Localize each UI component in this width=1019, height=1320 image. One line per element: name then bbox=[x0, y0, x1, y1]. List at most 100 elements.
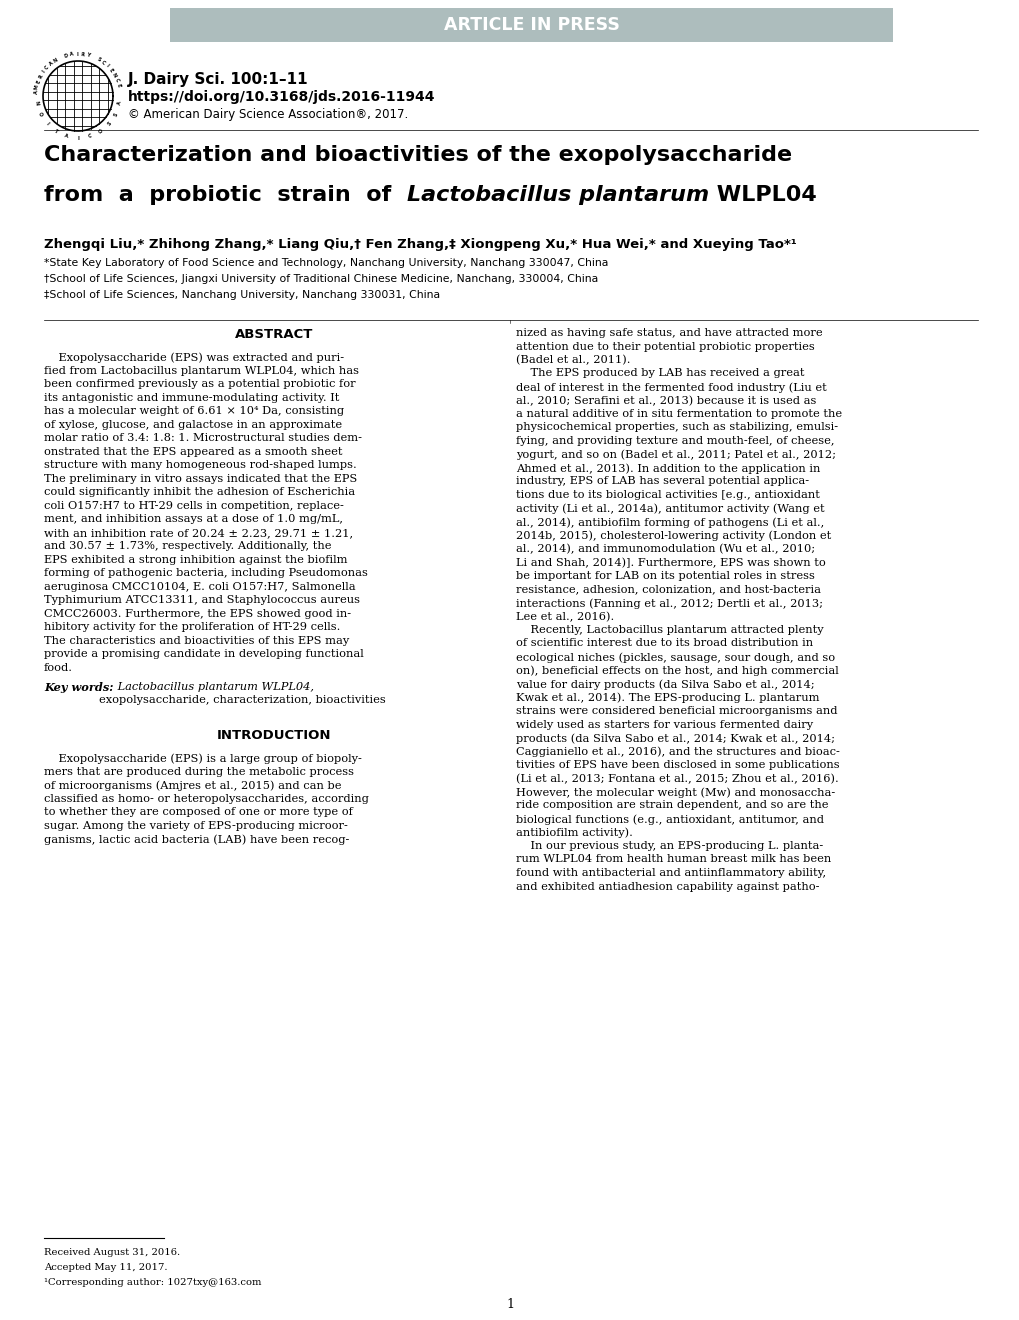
Text: and exhibited antiadhesion capability against patho-: and exhibited antiadhesion capability ag… bbox=[516, 882, 818, 891]
Text: coli O157:H7 to HT-29 cells in competition, replace-: coli O157:H7 to HT-29 cells in competiti… bbox=[44, 500, 343, 511]
Text: found with antibacterial and antiinflammatory ability,: found with antibacterial and antiinflamm… bbox=[516, 869, 825, 878]
Text: A: A bbox=[64, 133, 69, 140]
Text: biological functions (e.g., antioxidant, antitumor, and: biological functions (e.g., antioxidant,… bbox=[516, 814, 823, 825]
Text: exopolysaccharide, characterization, bioactivities: exopolysaccharide, characterization, bio… bbox=[99, 696, 385, 705]
Text: C: C bbox=[87, 133, 92, 139]
Text: Zhengqi Liu,* Zhihong Zhang,* Liang Qiu,† Fen Zhang,‡ Xiongpeng Xu,* Hua Wei,* a: Zhengqi Liu,* Zhihong Zhang,* Liang Qiu,… bbox=[44, 238, 796, 251]
Text: Received August 31, 2016.: Received August 31, 2016. bbox=[44, 1247, 180, 1257]
Text: widely used as starters for various fermented dairy: widely used as starters for various ferm… bbox=[516, 719, 812, 730]
Text: Characterization and bioactivities of the exopolysaccharide: Characterization and bioactivities of th… bbox=[44, 145, 792, 165]
Text: resistance, adhesion, colonization, and host-bacteria: resistance, adhesion, colonization, and … bbox=[516, 585, 820, 594]
Text: S: S bbox=[113, 112, 118, 117]
Text: Y: Y bbox=[86, 53, 91, 58]
Text: of scientific interest due to its broad distribution in: of scientific interest due to its broad … bbox=[516, 639, 812, 648]
Text: a natural additive of in situ fermentation to promote the: a natural additive of in situ fermentati… bbox=[516, 409, 842, 418]
Text: interactions (Fanning et al., 2012; Dertli et al., 2013;: interactions (Fanning et al., 2012; Dert… bbox=[516, 598, 822, 609]
Text: ABSTRACT: ABSTRACT bbox=[234, 327, 313, 341]
Text: Ahmed et al., 2013). In addition to the application in: Ahmed et al., 2013). In addition to the … bbox=[516, 463, 819, 474]
Text: ment, and inhibition assays at a dose of 1.0 mg/mL,: ment, and inhibition assays at a dose of… bbox=[44, 515, 342, 524]
Text: classified as homo- or heteropolysaccharides, according: classified as homo- or heteropolysacchar… bbox=[44, 793, 369, 804]
Text: be important for LAB on its potential roles in stress: be important for LAB on its potential ro… bbox=[516, 572, 814, 581]
Text: E: E bbox=[108, 67, 114, 73]
Text: and 30.57 ± 1.73%, respectively. Additionally, the: and 30.57 ± 1.73%, respectively. Additio… bbox=[44, 541, 331, 552]
Text: Lactobacillus plantarum: Lactobacillus plantarum bbox=[407, 185, 708, 205]
Text: attention due to their potential probiotic properties: attention due to their potential probiot… bbox=[516, 342, 814, 351]
Text: industry, EPS of LAB has several potential applica-: industry, EPS of LAB has several potenti… bbox=[516, 477, 808, 487]
Bar bbox=[170, 8, 892, 42]
Text: N: N bbox=[34, 100, 40, 106]
Text: ganisms, lactic acid bacteria (LAB) have been recog-: ganisms, lactic acid bacteria (LAB) have… bbox=[44, 834, 350, 845]
Text: N: N bbox=[111, 71, 117, 78]
Text: been confirmed previously as a potential probiotic for: been confirmed previously as a potential… bbox=[44, 379, 356, 389]
Text: Accepted May 11, 2017.: Accepted May 11, 2017. bbox=[44, 1263, 167, 1272]
Text: S: S bbox=[96, 57, 101, 62]
Text: O: O bbox=[37, 111, 44, 117]
Text: al., 2010; Serafini et al., 2013) because it is used as: al., 2010; Serafini et al., 2013) becaus… bbox=[516, 396, 815, 405]
Text: products (da Silva Sabo et al., 2014; Kwak et al., 2014;: products (da Silva Sabo et al., 2014; Kw… bbox=[516, 733, 835, 743]
Text: The characteristics and bioactivities of this EPS may: The characteristics and bioactivities of… bbox=[44, 636, 348, 645]
Text: A: A bbox=[48, 61, 54, 66]
Text: molar ratio of 3.4: 1.8: 1. Microstructural studies dem-: molar ratio of 3.4: 1.8: 1. Microstructu… bbox=[44, 433, 362, 444]
Text: I: I bbox=[105, 63, 110, 69]
Text: 2014b, 2015), cholesterol-lowering activity (London et: 2014b, 2015), cholesterol-lowering activ… bbox=[516, 531, 830, 541]
Text: forming of pathogenic bacteria, including Pseudomonas: forming of pathogenic bacteria, includin… bbox=[44, 569, 368, 578]
Text: 1: 1 bbox=[505, 1298, 514, 1311]
Text: nized as having safe status, and have attracted more: nized as having safe status, and have at… bbox=[516, 327, 821, 338]
Text: C: C bbox=[44, 65, 50, 70]
Text: EPS exhibited a strong inhibition against the biofilm: EPS exhibited a strong inhibition agains… bbox=[44, 554, 347, 565]
Text: Exopolysaccharide (EPS) was extracted and puri-: Exopolysaccharide (EPS) was extracted an… bbox=[44, 352, 343, 363]
Text: J. Dairy Sci. 100:1–11: J. Dairy Sci. 100:1–11 bbox=[127, 73, 309, 87]
Text: INTRODUCTION: INTRODUCTION bbox=[216, 729, 331, 742]
Text: Caggianiello et al., 2016), and the structures and bioac-: Caggianiello et al., 2016), and the stru… bbox=[516, 747, 839, 758]
Text: M: M bbox=[34, 84, 40, 90]
Text: al., 2014), antibiofilm forming of pathogens (Li et al.,: al., 2014), antibiofilm forming of patho… bbox=[516, 517, 823, 528]
Text: yogurt, and so on (Badel et al., 2011; Patel et al., 2012;: yogurt, and so on (Badel et al., 2011; P… bbox=[516, 450, 836, 461]
Text: ride composition are strain dependent, and so are the: ride composition are strain dependent, a… bbox=[516, 800, 827, 810]
Text: Key words:: Key words: bbox=[44, 681, 113, 693]
Text: ‡School of Life Sciences, Nanchang University, Nanchang 330031, China: ‡School of Life Sciences, Nanchang Unive… bbox=[44, 290, 439, 300]
Text: ARTICLE IN PRESS: ARTICLE IN PRESS bbox=[443, 16, 619, 34]
Text: sugar. Among the variety of EPS-producing microor-: sugar. Among the variety of EPS-producin… bbox=[44, 821, 347, 830]
Text: © American Dairy Science Association®, 2017.: © American Dairy Science Association®, 2… bbox=[127, 108, 408, 121]
Text: In our previous study, an EPS-producing L. planta-: In our previous study, an EPS-producing … bbox=[516, 841, 822, 851]
Text: strains were considered beneficial microorganisms and: strains were considered beneficial micro… bbox=[516, 706, 837, 715]
Text: onstrated that the EPS appeared as a smooth sheet: onstrated that the EPS appeared as a smo… bbox=[44, 446, 342, 457]
Text: I: I bbox=[41, 70, 46, 74]
Text: tivities of EPS have been disclosed in some publications: tivities of EPS have been disclosed in s… bbox=[516, 760, 839, 770]
Text: https://doi.org/10.3168/jds.2016-11944: https://doi.org/10.3168/jds.2016-11944 bbox=[127, 90, 435, 104]
Text: of xylose, glucose, and galactose in an approximate: of xylose, glucose, and galactose in an … bbox=[44, 420, 341, 430]
Text: of microorganisms (Amjres et al., 2015) and can be: of microorganisms (Amjres et al., 2015) … bbox=[44, 780, 341, 791]
Text: antibiofilm activity).: antibiofilm activity). bbox=[516, 828, 632, 838]
Text: Recently, Lactobacillus plantarum attracted plenty: Recently, Lactobacillus plantarum attrac… bbox=[516, 624, 822, 635]
Text: A: A bbox=[34, 90, 39, 95]
Text: O: O bbox=[97, 128, 103, 135]
Text: The preliminary in vitro assays indicated that the EPS: The preliminary in vitro assays indicate… bbox=[44, 474, 357, 484]
Text: activity (Li et al., 2014a), antitumor activity (Wang et: activity (Li et al., 2014a), antitumor a… bbox=[516, 503, 823, 513]
Text: has a molecular weight of 6.61 × 10⁴ Da, consisting: has a molecular weight of 6.61 × 10⁴ Da,… bbox=[44, 407, 343, 416]
Text: However, the molecular weight (Mw) and monosaccha-: However, the molecular weight (Mw) and m… bbox=[516, 787, 835, 797]
Text: its antagonistic and immune-modulating activity. It: its antagonistic and immune-modulating a… bbox=[44, 393, 339, 403]
Text: R: R bbox=[81, 51, 85, 57]
Text: tions due to its biological activities [e.g., antioxidant: tions due to its biological activities [… bbox=[516, 490, 819, 500]
Text: Lactobacillus plantarum WLPL04,: Lactobacillus plantarum WLPL04, bbox=[113, 681, 313, 692]
Text: The EPS produced by LAB has received a great: The EPS produced by LAB has received a g… bbox=[516, 368, 804, 379]
Text: value for dairy products (da Silva Sabo et al., 2014;: value for dairy products (da Silva Sabo … bbox=[516, 678, 814, 689]
Text: could significantly inhibit the adhesion of Escherichia: could significantly inhibit the adhesion… bbox=[44, 487, 355, 498]
Text: al., 2014), and immunomodulation (Wu et al., 2010;: al., 2014), and immunomodulation (Wu et … bbox=[516, 544, 814, 554]
Text: mers that are produced during the metabolic process: mers that are produced during the metabo… bbox=[44, 767, 354, 776]
Text: Typhimurium ATCC13311, and Staphylococcus aureus: Typhimurium ATCC13311, and Staphylococcu… bbox=[44, 595, 360, 606]
Text: (Badel et al., 2011).: (Badel et al., 2011). bbox=[516, 355, 630, 366]
Text: fying, and providing texture and mouth-feel, of cheese,: fying, and providing texture and mouth-f… bbox=[516, 436, 834, 446]
Text: (Li et al., 2013; Fontana et al., 2015; Zhou et al., 2016).: (Li et al., 2013; Fontana et al., 2015; … bbox=[516, 774, 838, 784]
Text: physicochemical properties, such as stabilizing, emulsi-: physicochemical properties, such as stab… bbox=[516, 422, 838, 433]
Text: Li and Shah, 2014)]. Furthermore, EPS was shown to: Li and Shah, 2014)]. Furthermore, EPS wa… bbox=[516, 557, 825, 568]
Text: from  a  probiotic  strain  of: from a probiotic strain of bbox=[44, 185, 407, 205]
Text: WLPL04: WLPL04 bbox=[708, 185, 816, 205]
Text: N: N bbox=[53, 57, 59, 63]
Text: deal of interest in the fermented food industry (Liu et: deal of interest in the fermented food i… bbox=[516, 381, 826, 392]
Text: C: C bbox=[100, 59, 106, 66]
Text: R: R bbox=[38, 74, 44, 79]
Text: I: I bbox=[76, 51, 78, 57]
Text: CMCC26003. Furthermore, the EPS showed good in-: CMCC26003. Furthermore, the EPS showed g… bbox=[44, 609, 351, 619]
Text: E: E bbox=[36, 79, 42, 84]
